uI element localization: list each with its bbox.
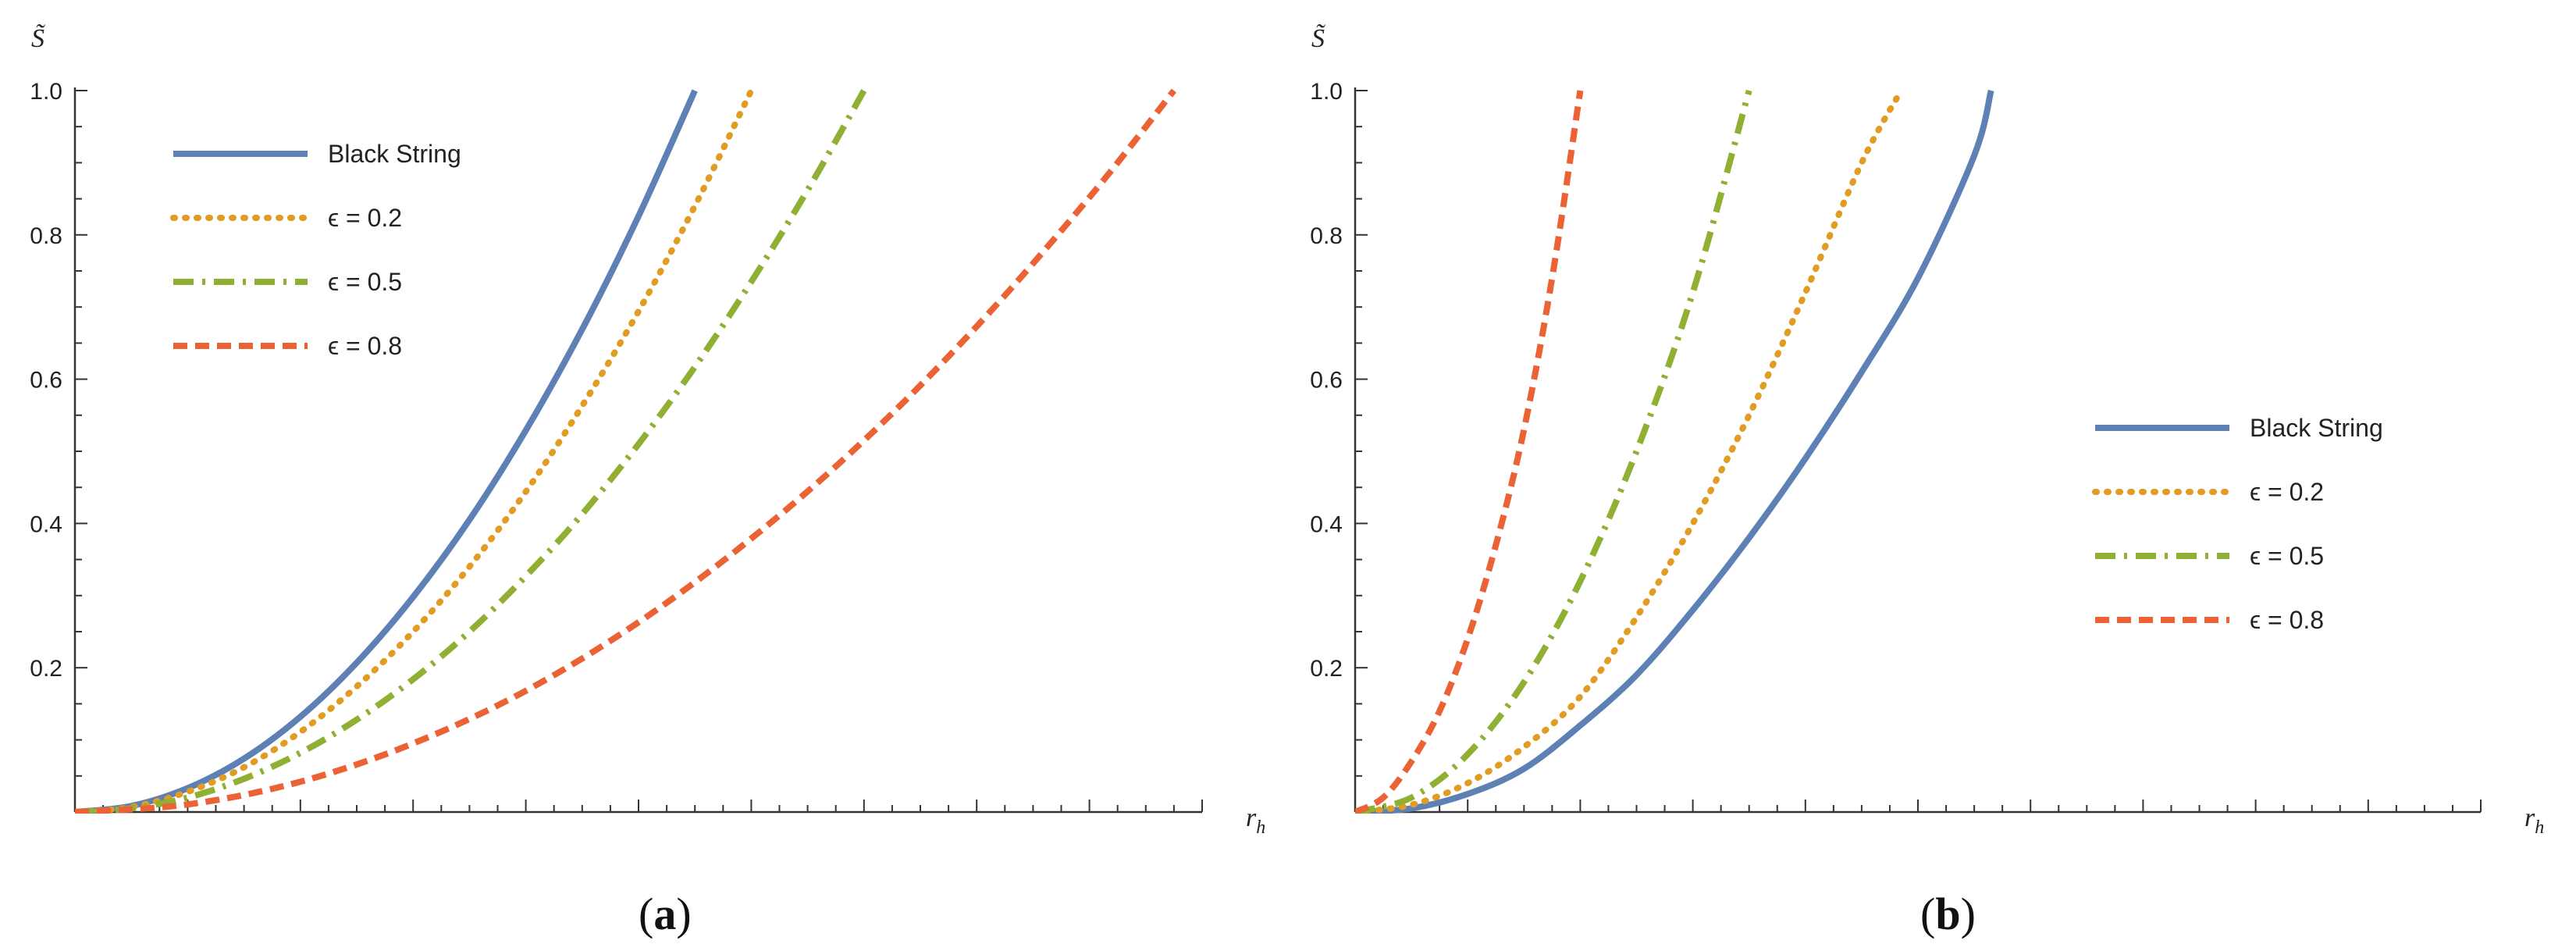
- caption-close: ): [676, 889, 691, 939]
- y-axis-label: S̃: [1311, 23, 1325, 53]
- y-tick-label: 0.6: [1310, 368, 1343, 394]
- panel-caption: (a): [639, 889, 692, 939]
- legend-label: ϵ = 0.8: [328, 332, 402, 360]
- legend-label: ϵ = 0.2: [328, 204, 402, 232]
- y-tick-label: 0.6: [30, 368, 62, 394]
- y-tick-label: 0.2: [1310, 656, 1343, 682]
- caption-open: (: [639, 889, 653, 939]
- y-tick-label: 0.2: [30, 656, 62, 682]
- legend-label: ϵ = 0.5: [2250, 542, 2324, 570]
- legend-label: ϵ = 0.5: [328, 268, 402, 296]
- x-axis-label-subscript: h: [2535, 817, 2544, 838]
- y-tick-label: 1.0: [30, 79, 62, 105]
- x-axis-label: rh: [1246, 803, 1265, 838]
- series-line: [1355, 90, 1584, 814]
- series-line: [75, 89, 755, 814]
- panel-a: 0.2 0.4 0.6 0.8 1.0 S̃ rh Black String ϵ = 0.2 ϵ …: [30, 23, 1265, 939]
- y-tick-label: 0.8: [1310, 223, 1343, 249]
- panel-b: 0.2 0.4 0.6 0.8 1.0 S̃ rh Black String ϵ = 0.2 ϵ …: [1310, 23, 2544, 939]
- caption-letter: a: [653, 889, 676, 939]
- legend-label: ϵ = 0.2: [2250, 478, 2324, 506]
- series-line: [75, 89, 1177, 814]
- y-tick-label: 0.4: [1310, 511, 1343, 537]
- legend-label: Black String: [2250, 414, 2383, 442]
- y-tick-label: 1.0: [1310, 79, 1343, 105]
- panel-caption: (b): [1920, 889, 1976, 939]
- x-axis-label: rh: [2524, 803, 2544, 838]
- caption-letter: b: [1935, 889, 1960, 939]
- y-axis-label: S̃: [31, 23, 45, 53]
- x-axis-label-subscript: h: [1256, 817, 1265, 838]
- legend-label: Black String: [328, 140, 461, 168]
- series-line: [1355, 89, 1752, 814]
- series-line: [75, 89, 867, 814]
- series-line: [1355, 89, 1994, 814]
- y-tick-label: 0.4: [30, 511, 62, 537]
- y-tick-label: 0.8: [30, 223, 62, 249]
- series-line: [75, 89, 698, 814]
- caption-close: ): [1961, 889, 1976, 939]
- legend-label: ϵ = 0.8: [2250, 606, 2324, 634]
- caption-open: (: [1920, 889, 1935, 939]
- series-line: [1355, 89, 1905, 814]
